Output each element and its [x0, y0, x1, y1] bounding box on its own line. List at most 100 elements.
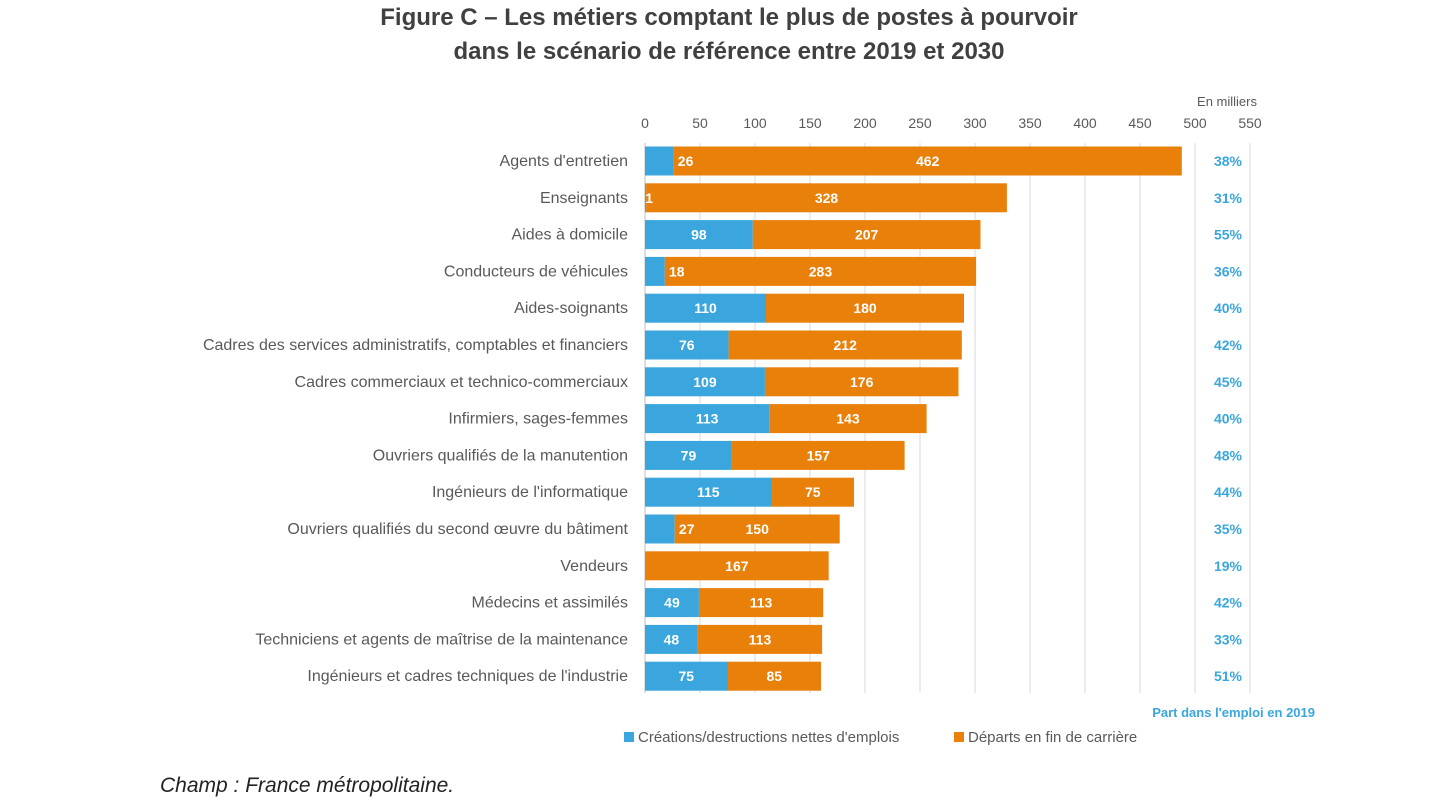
- data-label-creations: 115: [697, 484, 720, 500]
- category-label: Aides-soignants: [514, 300, 628, 317]
- share-value: 42%: [1214, 337, 1243, 353]
- chart-title-line-1: Figure C – Les métiers comptant le plus …: [380, 4, 1078, 31]
- bar-departs: [764, 367, 959, 397]
- x-tick-label: 500: [1183, 115, 1207, 131]
- x-tick-label: 150: [798, 115, 822, 131]
- bar-creations: [645, 146, 674, 176]
- data-label-departs: 75: [805, 484, 821, 500]
- category-label: Cadres des services administratifs, comp…: [203, 337, 628, 354]
- data-label-creations: 1: [645, 190, 653, 206]
- share-value: 44%: [1214, 484, 1243, 500]
- data-label-departs: 157: [807, 447, 831, 463]
- share-value: 36%: [1214, 263, 1243, 279]
- bar-departs: [645, 551, 829, 581]
- bar-creations: [645, 367, 765, 397]
- bar-creations: [645, 440, 732, 470]
- share-value: 40%: [1214, 411, 1243, 427]
- data-label-creations: 110: [694, 300, 717, 316]
- x-tick-label: 200: [853, 115, 877, 131]
- data-label-departs: 176: [850, 374, 874, 390]
- legend-swatch-departs: [954, 732, 964, 742]
- category-label: Médecins et assimilés: [472, 595, 629, 612]
- data-label-departs: 167: [725, 558, 749, 574]
- data-label-departs: 283: [809, 263, 833, 279]
- legend-label-departs: Départs en fin de carrière: [968, 729, 1137, 746]
- x-tick-label: 0: [641, 115, 649, 131]
- bar-creations: [645, 624, 698, 654]
- data-label-departs: 180: [853, 300, 877, 316]
- bar-creations: [645, 477, 772, 507]
- bar-creations: [645, 183, 647, 213]
- data-label-departs: 150: [746, 521, 770, 537]
- category-label: Aides à domicile: [512, 227, 629, 244]
- bar-departs: [674, 514, 840, 544]
- share-value: 19%: [1214, 558, 1243, 574]
- share-value: 33%: [1214, 631, 1243, 647]
- bar-departs: [728, 330, 962, 360]
- bar-departs: [766, 293, 964, 323]
- data-label-departs: 207: [855, 227, 879, 243]
- data-label-creations: 75: [678, 668, 694, 684]
- x-tick-label: 50: [692, 115, 708, 131]
- data-label-creations: 48: [664, 631, 680, 647]
- bar-creations: [645, 514, 675, 544]
- unit-label: En milliers: [1197, 94, 1257, 109]
- data-label-departs: 212: [834, 337, 858, 353]
- category-label: Vendeurs: [560, 558, 628, 575]
- bar-departs: [731, 440, 905, 470]
- data-label-creations: 113: [696, 411, 719, 427]
- bar-departs: [698, 588, 824, 618]
- share-value: 40%: [1214, 300, 1243, 316]
- category-label: Ouvriers qualifiés du second œuvre du bâ…: [287, 521, 628, 538]
- category-label: Enseignants: [540, 190, 628, 207]
- data-label-creations: 18: [669, 263, 685, 279]
- share-value: 35%: [1214, 521, 1243, 537]
- bar-departs: [673, 146, 1182, 176]
- bar-creations: [645, 330, 729, 360]
- data-label-departs: 113: [750, 595, 773, 611]
- data-label-creations: 26: [678, 153, 694, 169]
- data-label-departs: 328: [815, 190, 839, 206]
- category-label: Ingénieurs de l'informatique: [432, 484, 628, 501]
- category-label: Agents d'entretien: [500, 153, 628, 170]
- share-value: 38%: [1214, 153, 1243, 169]
- x-tick-label: 400: [1073, 115, 1097, 131]
- x-tick-label: 450: [1128, 115, 1152, 131]
- bar-departs: [697, 624, 823, 654]
- bar-departs: [769, 404, 927, 434]
- legend-label-creations: Créations/destructions nettes d'emplois: [638, 729, 899, 746]
- data-label-creations: 79: [681, 447, 697, 463]
- chart-title-line-2: dans le scénario de référence entre 2019…: [453, 38, 1005, 65]
- bar-creations: [645, 256, 665, 286]
- share-value: 31%: [1214, 190, 1243, 206]
- x-tick-label: 250: [908, 115, 932, 131]
- x-tick-label: 100: [743, 115, 767, 131]
- category-label: Conducteurs de véhicules: [444, 263, 628, 280]
- bar-departs: [752, 220, 981, 250]
- data-label-creations: 109: [693, 374, 717, 390]
- category-label: Ouvriers qualifiés de la manutention: [373, 447, 628, 464]
- data-label-creations: 27: [679, 521, 695, 537]
- x-tick-label: 550: [1238, 115, 1262, 131]
- data-label-departs: 143: [836, 411, 860, 427]
- bar-creations: [645, 661, 728, 691]
- data-label-creations: 98: [691, 227, 707, 243]
- share-value: 45%: [1214, 374, 1243, 390]
- share-title: Part dans l'emploi en 2019: [1152, 705, 1315, 720]
- data-label-departs: 113: [749, 631, 772, 647]
- share-value: 51%: [1214, 668, 1243, 684]
- data-label-creations: 49: [664, 595, 680, 611]
- bar-creations: [645, 220, 753, 250]
- category-label: Cadres commerciaux et technico-commercia…: [295, 374, 628, 391]
- bar-departs: [727, 661, 821, 691]
- data-label-departs: 462: [916, 153, 940, 169]
- legend-swatch-creations: [624, 732, 634, 742]
- share-value: 55%: [1214, 227, 1243, 243]
- bar-departs: [771, 477, 854, 507]
- share-value: 42%: [1214, 595, 1243, 611]
- x-tick-label: 350: [1018, 115, 1042, 131]
- share-value: 48%: [1214, 447, 1243, 463]
- category-label: Techniciens et agents de maîtrise de la …: [255, 631, 628, 648]
- bar-creations: [645, 404, 770, 434]
